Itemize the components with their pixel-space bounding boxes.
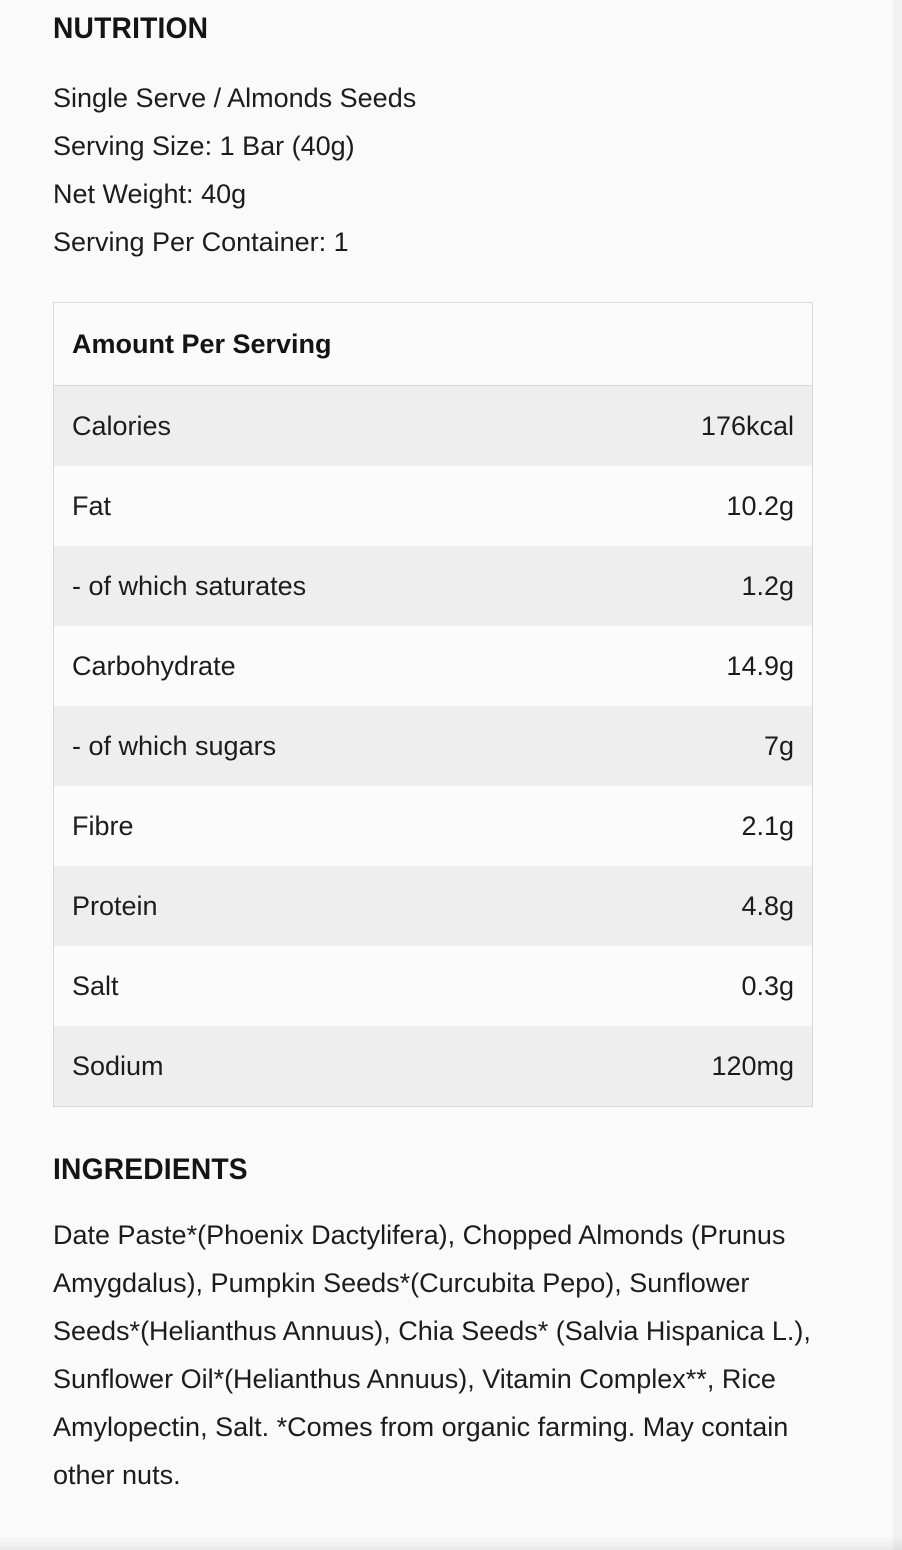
row-value: 1.2g bbox=[741, 570, 794, 601]
serving-info-net-weight: Net Weight: 40g bbox=[53, 179, 247, 209]
row-label: Fat bbox=[72, 490, 112, 521]
row-label: Calories bbox=[72, 410, 172, 441]
table-row-carbohydrate: Carbohydrate 14.9g bbox=[54, 626, 812, 706]
nutrition-section: NUTRITION Single Serve / Almonds Seeds S… bbox=[53, 0, 813, 1499]
row-value: 14.9g bbox=[726, 650, 794, 681]
row-label: Fibre bbox=[72, 810, 134, 841]
nutrition-table: Amount Per Serving Calories 176kcal Fat … bbox=[53, 302, 813, 1107]
serving-info-size: Serving Size: 1 Bar (40g) bbox=[53, 131, 355, 161]
table-row-saturates: - of which saturates 1.2g bbox=[54, 546, 812, 626]
row-value: 0.3g bbox=[741, 970, 794, 1001]
nutrition-heading: NUTRITION bbox=[53, 12, 813, 46]
ingredients-text: Date Paste*(Phoenix Dactylifera), Choppe… bbox=[53, 1220, 811, 1490]
nutrition-table-body: Calories 176kcal Fat 10.2g - of which sa… bbox=[54, 386, 812, 1106]
row-label: Salt bbox=[72, 970, 119, 1001]
row-value: 10.2g bbox=[726, 490, 794, 521]
row-value: 2.1g bbox=[741, 810, 794, 841]
row-value: 120mg bbox=[711, 1050, 794, 1081]
scrollbar-track[interactable] bbox=[893, 0, 902, 1550]
table-row-sodium: Sodium 120mg bbox=[54, 1026, 812, 1106]
row-value: 7g bbox=[763, 730, 794, 761]
row-value: 4.8g bbox=[741, 890, 794, 921]
serving-info-variant: Single Serve / Almonds Seeds bbox=[53, 83, 417, 113]
table-row-protein: Protein 4.8g bbox=[54, 866, 812, 946]
bottom-shade bbox=[0, 1536, 902, 1550]
nutrition-heading-text: NUTRITION bbox=[53, 12, 209, 45]
ingredients-heading: INGREDIENTS bbox=[53, 1153, 813, 1187]
table-row-salt: Salt 0.3g bbox=[54, 946, 812, 1026]
row-label: Sodium bbox=[72, 1050, 164, 1081]
row-label: Protein bbox=[72, 890, 158, 921]
table-row-calories: Calories 176kcal bbox=[54, 386, 812, 466]
nutrition-table-header: Amount Per Serving bbox=[54, 303, 812, 386]
nutrition-table-header-label: Amount Per Serving bbox=[72, 328, 332, 359]
row-label: - of which saturates bbox=[72, 570, 307, 601]
serving-info: Single Serve / Almonds Seeds Serving Siz… bbox=[53, 74, 813, 266]
row-label: - of which sugars bbox=[72, 730, 277, 761]
table-row-fibre: Fibre 2.1g bbox=[54, 786, 812, 866]
row-label: Carbohydrate bbox=[72, 650, 236, 681]
table-row-fat: Fat 10.2g bbox=[54, 466, 812, 546]
row-value: 176kcal bbox=[700, 410, 794, 441]
ingredients-heading-text: INGREDIENTS bbox=[53, 1153, 248, 1186]
serving-info-per-container: Serving Per Container: 1 bbox=[53, 227, 349, 257]
table-row-sugars: - of which sugars 7g bbox=[54, 706, 812, 786]
